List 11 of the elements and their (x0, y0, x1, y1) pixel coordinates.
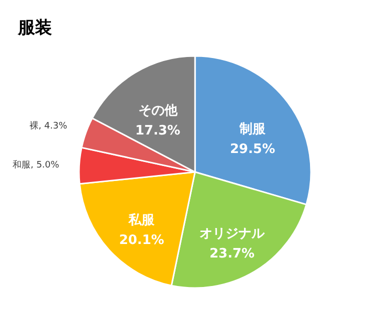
chart-title: 服装 (17, 18, 52, 38)
data-label: 20.1% (119, 233, 164, 248)
slice-label: オリジナル (200, 226, 266, 242)
slice-label: その他 (138, 103, 178, 118)
slice-label: 私服 (128, 213, 156, 228)
slice-label: 制服 (238, 122, 267, 137)
data-label: 29.5% (230, 142, 276, 157)
slice-label: 和服, 5.0% (12, 160, 60, 171)
data-label: 23.7% (209, 246, 255, 262)
slice-label: 裸, 4.3% (30, 120, 68, 132)
data-label: 17.3% (135, 123, 180, 138)
